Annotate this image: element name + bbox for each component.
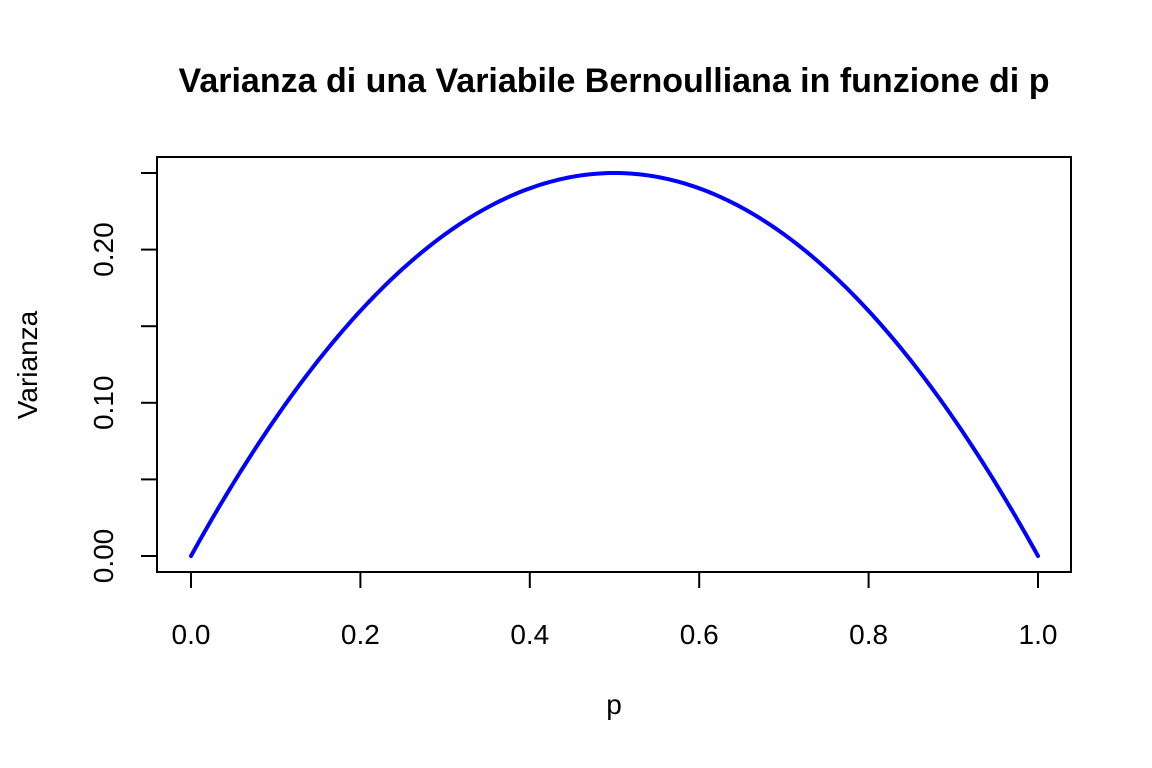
y-tick-label: 0.00 — [88, 529, 119, 584]
x-tick-label: 0.2 — [341, 619, 380, 650]
chart-title: Varianza di una Variabile Bernoulliana i… — [179, 62, 1050, 100]
x-axis: 0.0 0.2 0.4 0.6 0.8 1.0 — [172, 571, 1058, 650]
x-axis-label: p — [606, 689, 622, 720]
x-tick-label: 0.6 — [680, 619, 719, 650]
series-line — [189, 170, 1040, 558]
x-tick-label: 0.0 — [172, 619, 211, 650]
y-axis: 0.00 0.10 0.20 — [88, 172, 157, 584]
x-tick-label: 0.4 — [510, 619, 549, 650]
series-layer — [189, 170, 1040, 558]
y-tick-label: 0.10 — [88, 376, 119, 431]
y-tick-label: 0.20 — [88, 222, 119, 277]
y-axis-label: Varianza — [12, 310, 43, 419]
x-tick-label: 0.8 — [849, 619, 888, 650]
plot-frame — [156, 156, 1072, 573]
x-tick-label: 1.0 — [1019, 619, 1058, 650]
